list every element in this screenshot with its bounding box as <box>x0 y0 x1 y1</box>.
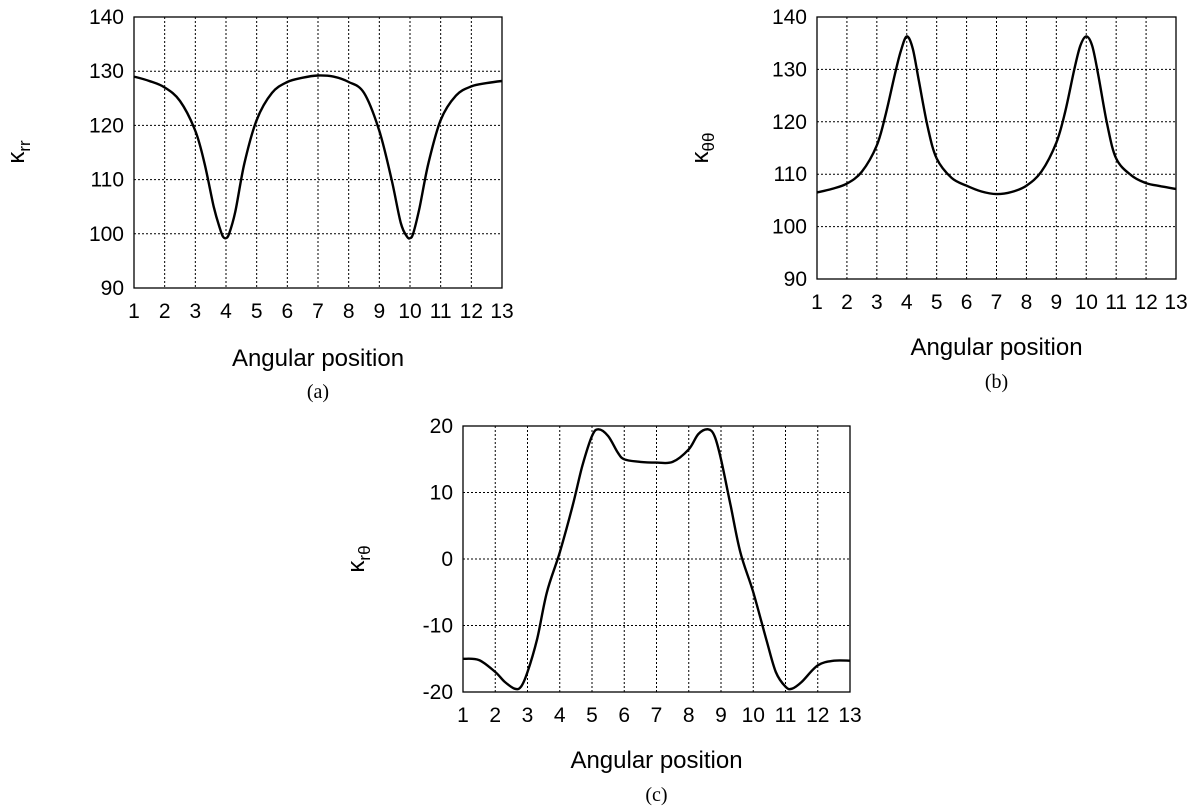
panel-c-xtick-label: 9 <box>715 704 727 727</box>
panel-a-y-axis-label: κrr <box>3 140 34 164</box>
panel-a-xtick-label: 8 <box>343 300 355 323</box>
panel-a-xtick-label: 5 <box>251 300 263 323</box>
panel-b-series-line-0 <box>816 35 1177 196</box>
panel-a-x-axis-label: Angular position <box>232 345 404 372</box>
panel-b-caption: (b) <box>985 371 1008 393</box>
panel-b-xtick-label: 1 <box>811 291 823 314</box>
panel-b-xtick-label: 3 <box>871 291 883 314</box>
panel-b-xtick-label: 9 <box>1050 291 1062 314</box>
panel-a-caption: (a) <box>307 381 329 403</box>
panel-c-xtick-label: 10 <box>742 704 765 727</box>
panel-c-ytick-label: -20 <box>423 681 453 704</box>
panel-a-ytick-label: 130 <box>89 60 124 83</box>
panel-b-xtick-label: 10 <box>1075 291 1098 314</box>
panel-b-xtick-label: 6 <box>961 291 973 314</box>
panel-a-xtick-label: 12 <box>460 300 483 323</box>
panel-c-xtick-label: 5 <box>586 704 598 727</box>
panel-c-series-line-0 <box>462 428 851 691</box>
panel-a-xtick-label: 13 <box>490 300 513 323</box>
panel-b-xtick-label: 13 <box>1164 291 1187 314</box>
panel-b-xtick-label: 5 <box>931 291 943 314</box>
panel-b-ytick-label: 140 <box>772 6 807 29</box>
panel-b-xtick-label: 7 <box>991 291 1003 314</box>
panel-b-ytick-label: 110 <box>774 163 807 186</box>
panel-b-ytick-label: 120 <box>772 111 807 134</box>
panel-a-ytick-label: 110 <box>91 169 124 192</box>
panel-a-ytick-label: 120 <box>89 114 124 137</box>
panel-b-xtick-label: 11 <box>1105 291 1127 314</box>
panel-c-ytick-label: 10 <box>430 482 453 505</box>
panel-c-xtick-label: 6 <box>618 704 630 727</box>
panel-c-xtick-label: 1 <box>457 704 469 727</box>
panel-c-xtick-label: 8 <box>683 704 695 727</box>
panel-a-series-line-0 <box>133 74 503 240</box>
panel-a-ytick-label: 140 <box>89 6 124 29</box>
panel-c-ytick-label: 20 <box>430 415 453 438</box>
panel-b-ytick-label: 90 <box>784 268 807 291</box>
panel-c-ytick-label: 0 <box>441 548 453 571</box>
panel-a-ytick-label: 90 <box>101 277 124 300</box>
panel-c-xtick-label: 3 <box>522 704 534 727</box>
panel-c-x-axis-label: Angular position <box>570 747 742 774</box>
panel-a-ytick-label: 100 <box>89 223 124 246</box>
panel-a-xtick-label: 9 <box>373 300 385 323</box>
panel-c-caption: (c) <box>645 784 667 806</box>
panel-b-xtick-label: 4 <box>901 291 913 314</box>
panel-c-xtick-label: 12 <box>806 704 829 727</box>
panel-a-xtick-label: 1 <box>128 300 140 323</box>
panel-a-xtick-label: 10 <box>398 300 421 323</box>
panel-a-xtick-label: 4 <box>220 300 232 323</box>
panel-c-xtick-label: 11 <box>775 704 797 727</box>
panel-b-plot-frame <box>816 16 1177 280</box>
panel-c-xtick-label: 4 <box>554 704 566 727</box>
panel-b-ytick-label: 100 <box>772 216 807 239</box>
panel-a-xtick-label: 6 <box>281 300 293 323</box>
panel-a-xtick-label: 11 <box>430 300 452 323</box>
panel-c-y-axis-label: κrθ <box>343 545 374 572</box>
panel-c-plot-frame <box>462 425 851 693</box>
panel-c-ytick-label: -10 <box>423 615 453 638</box>
panel-c-xtick-label: 7 <box>651 704 663 727</box>
panel-b-xtick-label: 12 <box>1134 291 1157 314</box>
panel-c-xtick-label: 2 <box>489 704 501 727</box>
panel-a-xtick-label: 3 <box>189 300 201 323</box>
panel-b-ytick-label: 130 <box>772 58 807 81</box>
panel-c-xtick-label: 13 <box>838 704 861 727</box>
panel-b-xtick-label: 2 <box>841 291 853 314</box>
panel-b-y-axis-label: κθθ <box>687 133 718 164</box>
panel-a-xtick-label: 2 <box>159 300 171 323</box>
panel-b-xtick-label: 8 <box>1021 291 1033 314</box>
panel-b-x-axis-label: Angular position <box>910 334 1082 361</box>
panel-a-xtick-label: 7 <box>312 300 324 323</box>
panel-a-plot-frame <box>133 16 503 289</box>
